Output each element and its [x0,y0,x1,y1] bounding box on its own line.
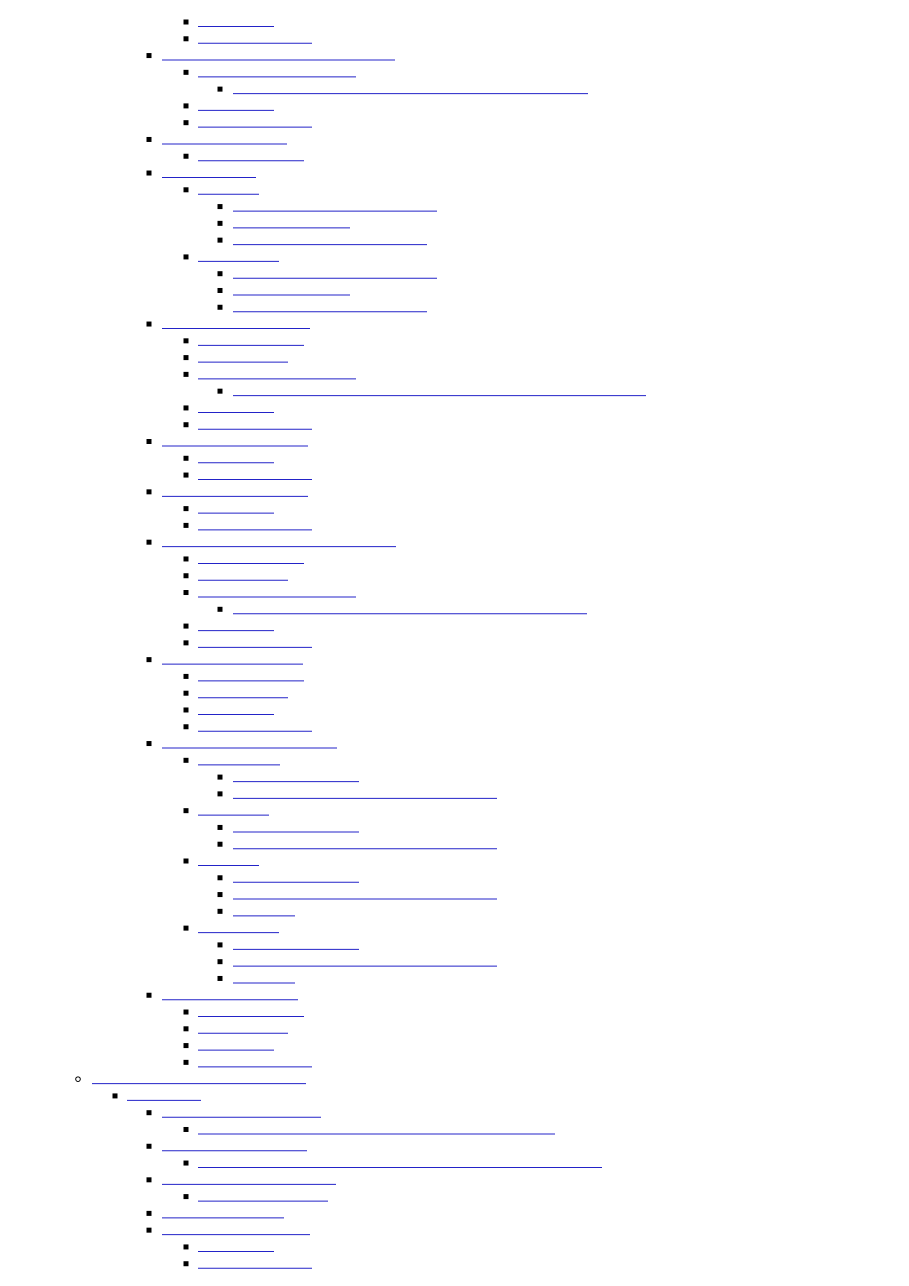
list-bullet [183,254,189,260]
list-bullet [183,573,189,579]
list-bullet [146,539,152,545]
list-bullet [146,1227,152,1233]
list-bullet [183,36,189,42]
list-bullet [183,522,189,528]
list-bullet [183,707,189,713]
list-bullet [146,136,152,142]
list-bullet [183,355,189,361]
list-bullet [183,1160,189,1166]
list-bullet [183,69,189,75]
list-bullet [217,975,223,981]
list-bullet [183,724,189,730]
list-bullet [217,959,223,965]
list-bullet [146,1177,152,1183]
list-bullet [217,841,223,847]
list-bullet [183,640,189,646]
list-bullet [183,1261,189,1267]
list-bullet [146,1110,152,1116]
list-bullet [183,1194,189,1200]
list-bullet [146,439,152,444]
list-bullet [183,757,189,763]
list-bullet [183,19,189,25]
list-bullet [146,489,152,495]
list-bullet [146,321,152,327]
list-bullet [217,824,223,830]
list-bullet [217,304,223,310]
list-bullet [183,187,189,193]
list-bullet [217,606,223,612]
list-bullet [183,371,189,377]
list-bullet [217,388,223,394]
list-bullet [183,103,189,109]
list-bullet [146,741,152,747]
list-bullet [146,657,152,663]
list-bullet [75,1076,81,1082]
list-bullet [183,1043,189,1049]
list-bullet [217,237,223,243]
list-bullet [217,908,223,914]
list-bullet [183,673,189,679]
list-bullet [183,1059,189,1065]
list-bullet [146,170,152,176]
list-bullet [146,1210,152,1216]
list-bullet [217,774,223,780]
list-bullet [183,808,189,814]
list-bullet [217,942,223,948]
list-bullet [183,1009,189,1015]
list-bullet [217,791,223,797]
list-bullet [183,690,189,696]
list-bullet [183,1026,189,1032]
list-bullet [217,892,223,898]
list-bullet [146,992,152,998]
list-bullet [217,204,223,210]
list-bullet [217,271,223,277]
list-bullet [146,53,152,59]
list-bullet [217,287,223,293]
list-bullet [183,1126,189,1132]
list-bullet [183,556,189,562]
list-bullet [217,875,223,881]
list-bullet [217,220,223,226]
list-bullet [183,120,189,126]
list-bullet [183,422,189,428]
list-bullet [183,623,189,629]
list-bullet [183,925,189,931]
list-bullet [183,590,189,596]
list-bullet [183,455,189,461]
list-bullet [112,1093,118,1099]
list-bullet [183,153,189,159]
list-bullet [183,858,189,864]
list-bullet [183,506,189,512]
list-bullet [183,1244,189,1250]
list-bullet [183,472,189,478]
list-bullet [183,338,189,344]
list-bullet [217,86,223,92]
list-bullet [146,1143,152,1149]
list-bullet [183,405,189,411]
